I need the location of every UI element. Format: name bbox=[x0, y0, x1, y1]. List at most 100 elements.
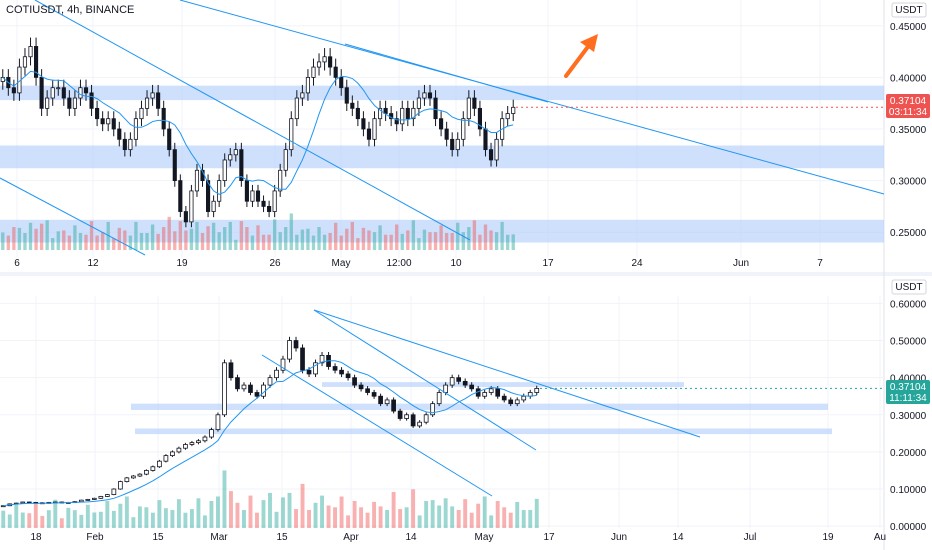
bottom-countdown-label: 11:11:34 bbox=[889, 393, 927, 404]
volume-bar bbox=[14, 504, 19, 528]
volume-bar bbox=[400, 233, 404, 250]
candle-body bbox=[26, 501, 32, 504]
volume-bar bbox=[34, 228, 38, 250]
candle-body bbox=[344, 87, 349, 104]
volume-bar bbox=[389, 234, 393, 250]
support-resistance-zone bbox=[0, 219, 884, 243]
volume-bar bbox=[417, 238, 421, 250]
volume-bar bbox=[124, 496, 129, 528]
candle-body bbox=[235, 377, 240, 390]
candle-body bbox=[183, 444, 188, 449]
volume-bar bbox=[268, 492, 272, 528]
candle-body bbox=[355, 107, 360, 120]
volume-bar bbox=[478, 234, 482, 250]
candle-body bbox=[118, 481, 123, 490]
volume-bar bbox=[67, 235, 72, 250]
y-tick-label: 0.40000 bbox=[890, 73, 927, 84]
candle-body bbox=[239, 149, 244, 181]
candle-body bbox=[100, 118, 105, 125]
volume-bar bbox=[245, 227, 249, 250]
volume-bar bbox=[398, 509, 403, 528]
candle-body bbox=[384, 399, 390, 405]
volume-bar bbox=[489, 230, 493, 250]
candle-body bbox=[462, 380, 468, 386]
volume-bar bbox=[287, 492, 292, 528]
volume-bar bbox=[242, 510, 246, 528]
x-tick-label: Apr bbox=[343, 532, 359, 543]
volume-bar bbox=[508, 512, 513, 528]
trendline bbox=[313, 309, 537, 451]
candle-body bbox=[170, 451, 175, 457]
volume-bar bbox=[12, 227, 16, 250]
volume-bar bbox=[320, 495, 324, 528]
candle-body bbox=[430, 403, 436, 416]
candle-body bbox=[508, 399, 514, 405]
x-tick-label: 15 bbox=[276, 532, 288, 543]
y-tick-label: 0.45000 bbox=[890, 22, 927, 33]
volume-bar bbox=[202, 515, 207, 528]
candle-body bbox=[267, 205, 272, 212]
top-price-badge bbox=[886, 94, 930, 118]
volume-bar bbox=[261, 500, 266, 528]
volume-bar bbox=[463, 499, 468, 528]
candle-body bbox=[209, 429, 214, 438]
volume-bar bbox=[162, 227, 166, 250]
candle-body bbox=[306, 369, 312, 375]
candle-body bbox=[322, 56, 327, 63]
candle-body bbox=[488, 149, 494, 161]
bottom-currency-badge bbox=[891, 279, 927, 295]
candle-body bbox=[255, 190, 261, 202]
support-resistance-zone bbox=[0, 85, 884, 101]
volume-bar bbox=[383, 234, 388, 250]
y-tick-label: 0.25000 bbox=[890, 228, 927, 239]
volume-bar bbox=[307, 510, 311, 528]
volume-bar bbox=[534, 498, 539, 528]
volume-bar bbox=[395, 224, 399, 250]
candle-body bbox=[128, 138, 133, 151]
volume-bar bbox=[1, 510, 6, 528]
candle-body bbox=[189, 190, 194, 223]
candle-body bbox=[124, 477, 130, 483]
volume-bar bbox=[274, 511, 279, 528]
volume-bar bbox=[72, 510, 77, 528]
volume-bar bbox=[472, 220, 477, 250]
candle-body bbox=[254, 392, 260, 397]
volume-bar bbox=[467, 227, 471, 250]
candle-body bbox=[78, 499, 84, 503]
volume-bar bbox=[229, 491, 233, 528]
volume-bar bbox=[437, 505, 442, 528]
volume-bar bbox=[222, 470, 227, 528]
volume-bar bbox=[367, 230, 371, 250]
volume-bar bbox=[150, 512, 155, 528]
candle-body bbox=[514, 399, 520, 405]
volume-bar bbox=[256, 225, 260, 250]
candle-body bbox=[144, 470, 149, 475]
top-chart-title: COTIUSDT, 4h, BINANCE bbox=[6, 4, 134, 16]
candle-body bbox=[228, 362, 234, 379]
x-tick-label: 6 bbox=[14, 258, 20, 269]
candle-body bbox=[461, 118, 466, 140]
candle-body bbox=[501, 395, 507, 401]
volume-bar bbox=[456, 510, 461, 528]
volume-bar bbox=[167, 216, 171, 250]
trendline bbox=[313, 309, 701, 438]
volume-bar bbox=[359, 507, 364, 528]
x-tick-label: Jun bbox=[611, 532, 627, 543]
candle-body bbox=[427, 92, 433, 99]
candle-body bbox=[358, 384, 364, 390]
volume-bar bbox=[378, 225, 382, 250]
candle-body bbox=[274, 369, 279, 379]
candle-body bbox=[272, 190, 277, 212]
candle-body bbox=[433, 97, 438, 120]
candle-body bbox=[289, 118, 294, 151]
volume-bar bbox=[495, 501, 500, 528]
candle-body bbox=[248, 384, 253, 393]
volume-bar bbox=[117, 227, 121, 250]
volume-bar bbox=[134, 221, 138, 250]
candle-body bbox=[215, 414, 221, 431]
candle-body bbox=[144, 97, 150, 109]
candle-body bbox=[161, 107, 166, 130]
candle-body bbox=[397, 410, 403, 419]
moving-average-line bbox=[3, 360, 537, 507]
